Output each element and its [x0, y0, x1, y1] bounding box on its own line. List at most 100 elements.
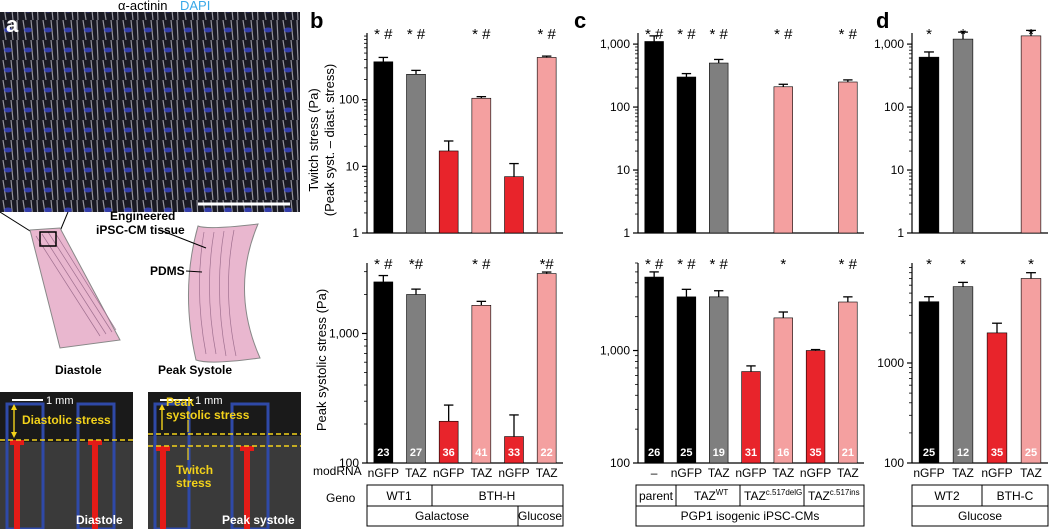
chart-d-bottom-category-label: nGFP: [913, 466, 944, 480]
chart-b-top-tick-label: 10: [346, 159, 360, 173]
geno-b-glucose: Glucose: [518, 509, 562, 523]
geno-d-glucose: Glucose: [958, 509, 1002, 523]
chart-d-top-significance: *: [1028, 26, 1034, 43]
chart-b-bottom-category-label: TAZ: [405, 466, 427, 480]
geno-d-bthc: BTH-C: [997, 489, 1034, 503]
chart-c-bottom-category-label: –: [651, 466, 658, 480]
geno-c-pgp1: PGP1 isogenic iPSC-CMs: [681, 509, 820, 523]
photo-diastole: [0, 392, 133, 529]
panel-letter-c: c: [574, 8, 586, 33]
chart-c-top-significance: * #: [645, 26, 664, 43]
schematic-systole: [188, 223, 261, 363]
b-top-ylabel-1: Twitch stress (Pa): [306, 88, 321, 191]
chart-c-bottom-significance: * #: [839, 256, 858, 273]
diastolic-stress-label: Diastolic stress: [22, 413, 111, 427]
chart-c-bottom-significance: * #: [677, 256, 696, 273]
dapi-label: DAPI: [180, 0, 210, 13]
geno-label: Geno: [326, 491, 356, 505]
chart-c-bottom-significance: * #: [645, 256, 664, 273]
chart-b-top-significance: * #: [537, 26, 556, 43]
chart-b-bottom-category-label: TAZ: [536, 466, 558, 480]
photo-left-label: Diastole: [76, 513, 123, 527]
chart-b-bottom-tick-label: 1,000: [329, 326, 359, 340]
chart-d-bottom-significance: *: [926, 256, 932, 273]
geno-b-wt1: WT1: [386, 489, 412, 503]
charts-layer: 1 10 100 * # * # * # * # 100 1,000 * # 23 nGFP *# 27 T…: [329, 26, 1048, 480]
chart-c-bottom-n-label: 35: [809, 447, 821, 459]
chart-b-bottom-bar: [536, 273, 557, 464]
chart-b-top-significance: * #: [407, 26, 426, 43]
chart-d-top-bar: [918, 56, 940, 234]
pdms-label: PDMS: [150, 264, 185, 278]
chart-b-bottom-n-label: 22: [541, 447, 553, 459]
chart-d-bottom-category-label: nGFP: [981, 466, 1012, 480]
chart-b-bottom-significance: *#: [409, 256, 424, 273]
chart-b-top-bar: [406, 74, 426, 234]
chart-d-bottom-bar: [986, 332, 1008, 464]
chart-c-bottom-n-label: 21: [842, 447, 854, 459]
chart-c-bottom-bar: [676, 296, 697, 464]
chart-d-top-significance: *: [926, 26, 932, 43]
chart-b-bottom-significance: * #: [374, 256, 393, 273]
chart-c-bottom-n-label: 19: [713, 447, 725, 459]
chart-c-top-bar: [838, 81, 858, 234]
chart-b-bottom-n-label: 23: [377, 447, 389, 459]
engineered-label: Engineered: [110, 209, 175, 223]
chart-c-bottom-n-label: 25: [680, 447, 692, 459]
chart-c-bottom-bar: [644, 276, 664, 464]
chart-d-bottom-n-label: 12: [957, 447, 969, 459]
chart-d-bottom-n-label: 25: [1025, 447, 1037, 459]
chart-d-bottom-category-label: TAZ: [1020, 466, 1042, 480]
geno-table-d: [911, 484, 1049, 527]
chart-b-bottom-category-label: TAZ: [470, 466, 492, 480]
chart-b-bottom-category-label: nGFP: [368, 466, 399, 480]
chart-c-bottom-category-label: TAZ: [837, 466, 859, 480]
panel-letter-b: b: [310, 8, 323, 33]
chart-d-top-bar: [952, 38, 974, 234]
chart-b-bottom-n-label: 36: [443, 447, 455, 459]
schematic-diastole: [29, 227, 121, 349]
chart-c-top-significance: * #: [677, 26, 696, 43]
chart-b-bottom-significance: *#: [540, 256, 555, 273]
peak-systolic-label-1: Peak: [166, 395, 194, 409]
peak-systolic-label-2: systolic stress: [166, 408, 250, 422]
chart-d-bottom-n-label: 35: [991, 447, 1003, 459]
photo-right-label: Peak systole: [222, 513, 295, 527]
geno-c-ins: TAZc.517ins: [808, 488, 860, 503]
chart-b-bottom-bar: [471, 305, 492, 464]
chart-c-bottom-bar: [838, 301, 858, 464]
photo-scale-text-right: 1 mm: [195, 395, 223, 407]
chart-c-bottom-category-label: nGFP: [671, 466, 702, 480]
chart-b-bottom-n-label: 27: [410, 447, 422, 459]
geno-table-c: [635, 484, 865, 527]
chart-c-bottom-significance: *: [780, 256, 786, 273]
chart-b-bottom-category-label: nGFP: [433, 466, 464, 480]
chart-c-bottom-tick-label: 100: [610, 456, 630, 470]
chart-d-top-tick-label: 100: [884, 100, 904, 114]
chart-d-top-tick-label: 10: [891, 163, 905, 177]
chart-d-bottom-significance: *: [960, 256, 966, 273]
geno-d-wt2: WT2: [934, 489, 960, 503]
b-top-ylabel-2: (Peak syst. – diast. stress): [322, 64, 337, 216]
chart-b-top-tick-label: 1: [352, 226, 359, 240]
chart-d-bottom-significance: *: [1028, 256, 1034, 273]
chart-c-top-bar: [676, 76, 697, 234]
chart-c-top-significance: * #: [710, 26, 729, 43]
panel-letter-a-overlay: a: [6, 12, 19, 37]
chart-c-bottom-category-label: TAZ: [772, 466, 794, 480]
micrograph: [0, 12, 300, 212]
twitch-label-1: Twitch: [176, 463, 213, 477]
chart-c-bottom-n-label: 26: [648, 447, 660, 459]
twitch-label-2: stress: [176, 476, 212, 490]
photo-scale-text-left: 1 mm: [46, 395, 74, 407]
chart-b-top-bar: [504, 176, 524, 234]
chart-b-bottom-bar: [373, 281, 394, 464]
geno-c-parent: parent: [639, 489, 674, 503]
chart-c-bottom-bar: [773, 317, 793, 464]
chart-c-bottom-category-label: TAZ: [708, 466, 730, 480]
schematic-diastole-label: Diastole: [55, 363, 102, 377]
chart-d-bottom-n-label: 25: [923, 447, 935, 459]
actinin-label: α-actinin: [118, 0, 167, 13]
chart-b-top-bar: [438, 150, 459, 234]
